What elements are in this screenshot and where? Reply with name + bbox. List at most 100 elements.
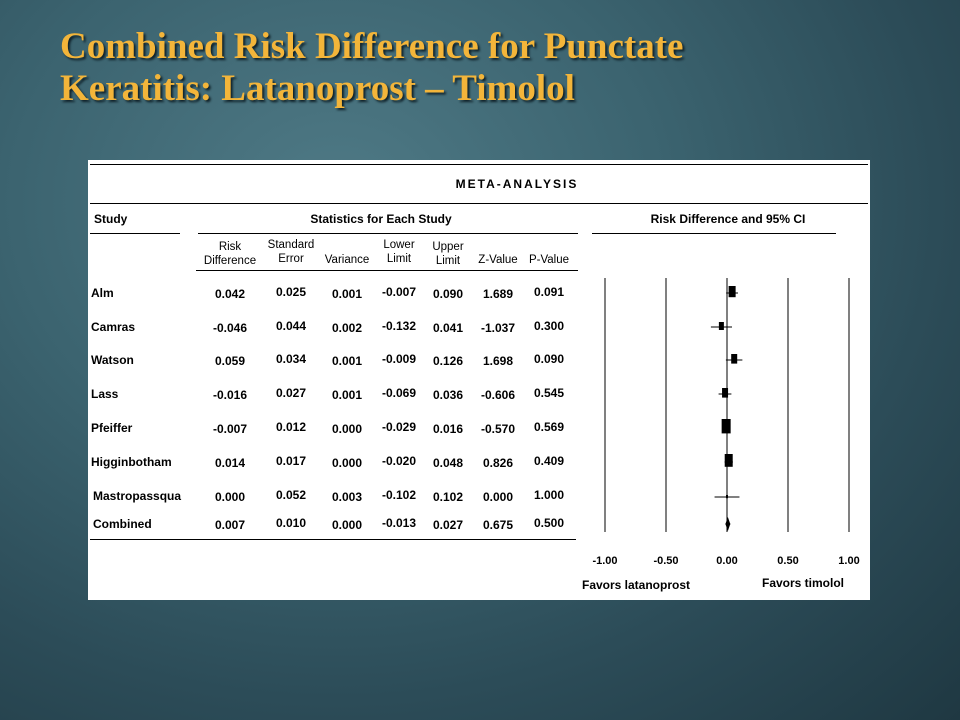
study-header: Study [94,212,128,226]
table-cell: 0.000 [214,490,246,504]
table-cell: 0.569 [533,420,565,434]
table-cell: 0.102 [432,490,464,504]
top-rule [90,164,868,165]
col-header-lower-limit: Lower Limit [383,239,415,265]
table-cell: 1.698 [482,354,514,368]
table-cell: 0.001 [331,354,363,368]
forest-plot: -1.00 -0.50 0.00 0.50 1.00 Favors latanoprost… [582,278,860,592]
table-cell: 0.017 [275,454,307,468]
study-square-marker [728,286,736,298]
table-cell: -0.016 [212,388,248,402]
table-cell: 0.036 [432,388,464,402]
table-cell: 0.002 [331,321,363,335]
bottom-rule [90,539,576,540]
x-tick-label: 0.50 [777,555,798,567]
table-cell: 0.090 [533,352,565,366]
table-cell: 0.409 [533,454,565,468]
table-cell: 0.044 [275,319,307,333]
table-cell: 0.001 [331,388,363,402]
header-rule [90,203,868,204]
table-cell: 0.500 [533,516,565,530]
col-header-p-value: P-Value [528,254,570,266]
study-name: Alm [91,286,114,300]
x-tick-label: 1.00 [838,555,859,567]
stats-header-underline [198,233,578,234]
study-square-marker [724,454,733,467]
table-cell: 0.041 [432,321,464,335]
table-cell: 0.090 [432,287,464,301]
col-header-upper-limit: Upper Limit [432,241,464,267]
x-tick-label: -0.50 [653,555,678,567]
table-cell: 0.000 [331,456,363,470]
table-cell: 0.300 [533,319,565,333]
table-cell: -0.013 [381,516,417,530]
table-cell: -0.069 [381,386,417,400]
table-cell: -1.037 [480,321,516,335]
table-cell: 0.000 [331,422,363,436]
table-cell: 0.052 [275,488,307,502]
table-cell: 0.001 [331,287,363,301]
study-square-marker [722,388,729,398]
table-cell: 0.826 [482,456,514,470]
table-cell: -0.007 [212,422,248,436]
table-cell: 0.025 [275,285,307,299]
ci-header: Risk Difference and 95% CI [650,212,806,226]
col-header-z-value: Z-Value [478,254,518,266]
table-cell: 0.000 [331,518,363,532]
table-cell: 0.027 [432,518,464,532]
table-cell: 1.000 [533,488,565,502]
table-cell: 1.689 [482,287,514,301]
study-name: Camras [91,320,136,334]
slide-title-line-1: Combined Risk Difference for Punctate [60,26,684,67]
table-cell: -0.029 [381,420,417,434]
table-cell: 0.042 [214,287,246,301]
table-cell: 0.034 [275,352,307,366]
table-cell: 0.091 [533,285,565,299]
study-name: Pfeiffer [91,421,133,435]
table-cell: -0.020 [381,454,417,468]
table-cell: -0.606 [480,388,516,402]
ci-header-underline [592,233,836,234]
study-square-marker [726,495,728,499]
study-square-marker [721,419,731,434]
table-cell: -0.009 [381,352,417,366]
study-header-underline [90,233,180,234]
x-tick-label: -1.00 [592,555,617,567]
table-cell: -0.046 [212,321,248,335]
table-cell: 0.048 [432,456,464,470]
study-square-marker [718,322,724,330]
columns-underline [196,270,578,271]
table-cell: 0.010 [275,516,307,530]
table-cell: 0.000 [482,490,514,504]
meta-analysis-panel: META-ANALYSIS Study Statistics for Each … [88,160,870,600]
study-name: Watson [91,353,134,367]
study-name: Combined [93,517,152,531]
x-label-left: Favors latanoprost [582,578,690,592]
col-header-risk-difference: Risk Difference [203,241,257,267]
study-square-marker [731,354,738,364]
table-cell: 0.016 [432,422,464,436]
table-cell: 0.012 [275,420,307,434]
table-cell: -0.102 [381,488,417,502]
col-header-standard-error: Standard Error [267,239,315,265]
slide-title-line-2: Keratitis: Latanoprost – Timolol [60,68,575,109]
study-name: Lass [91,387,119,401]
slide-title: Combined Risk Difference for Punctate Ke… [60,26,940,110]
table-cell: 0.675 [482,518,514,532]
table-cell: 0.059 [214,354,246,368]
section-title: META-ANALYSIS [455,177,579,191]
x-tick-label: 0.00 [716,555,737,567]
combined-diamond-marker [725,517,731,531]
table-cell: -0.570 [480,422,516,436]
table-cell: 0.126 [432,354,464,368]
x-label-right: Favors timolol [762,576,844,590]
col-header-variance: Variance [324,254,370,266]
table-cell: 0.014 [214,456,246,470]
table-cell: 0.007 [214,518,246,532]
table-cell: -0.007 [381,285,417,299]
study-name: Higginbotham [91,455,172,469]
table-cell: 0.027 [275,386,307,400]
table-cell: -0.132 [381,319,417,333]
table-cell: 0.545 [533,386,565,400]
study-name: Mastropassqua [93,489,182,503]
